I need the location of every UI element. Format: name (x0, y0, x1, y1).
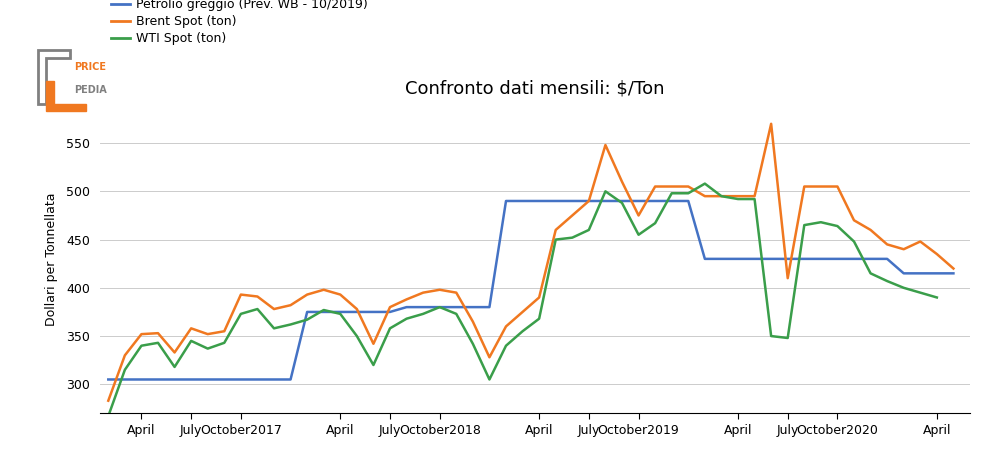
Title: Confronto dati mensili: $/Ton: Confronto dati mensili: $/Ton (405, 79, 665, 97)
Text: PEDIA: PEDIA (74, 85, 107, 95)
Text: PRICE: PRICE (74, 62, 106, 72)
Legend: Petrolio greggio (Prev. WB - 10/2019), Brent Spot (ton), WTI Spot (ton): Petrolio greggio (Prev. WB - 10/2019), B… (106, 0, 373, 50)
Y-axis label: Dollari per Tonnellata: Dollari per Tonnellata (45, 192, 58, 326)
Polygon shape (46, 81, 86, 111)
